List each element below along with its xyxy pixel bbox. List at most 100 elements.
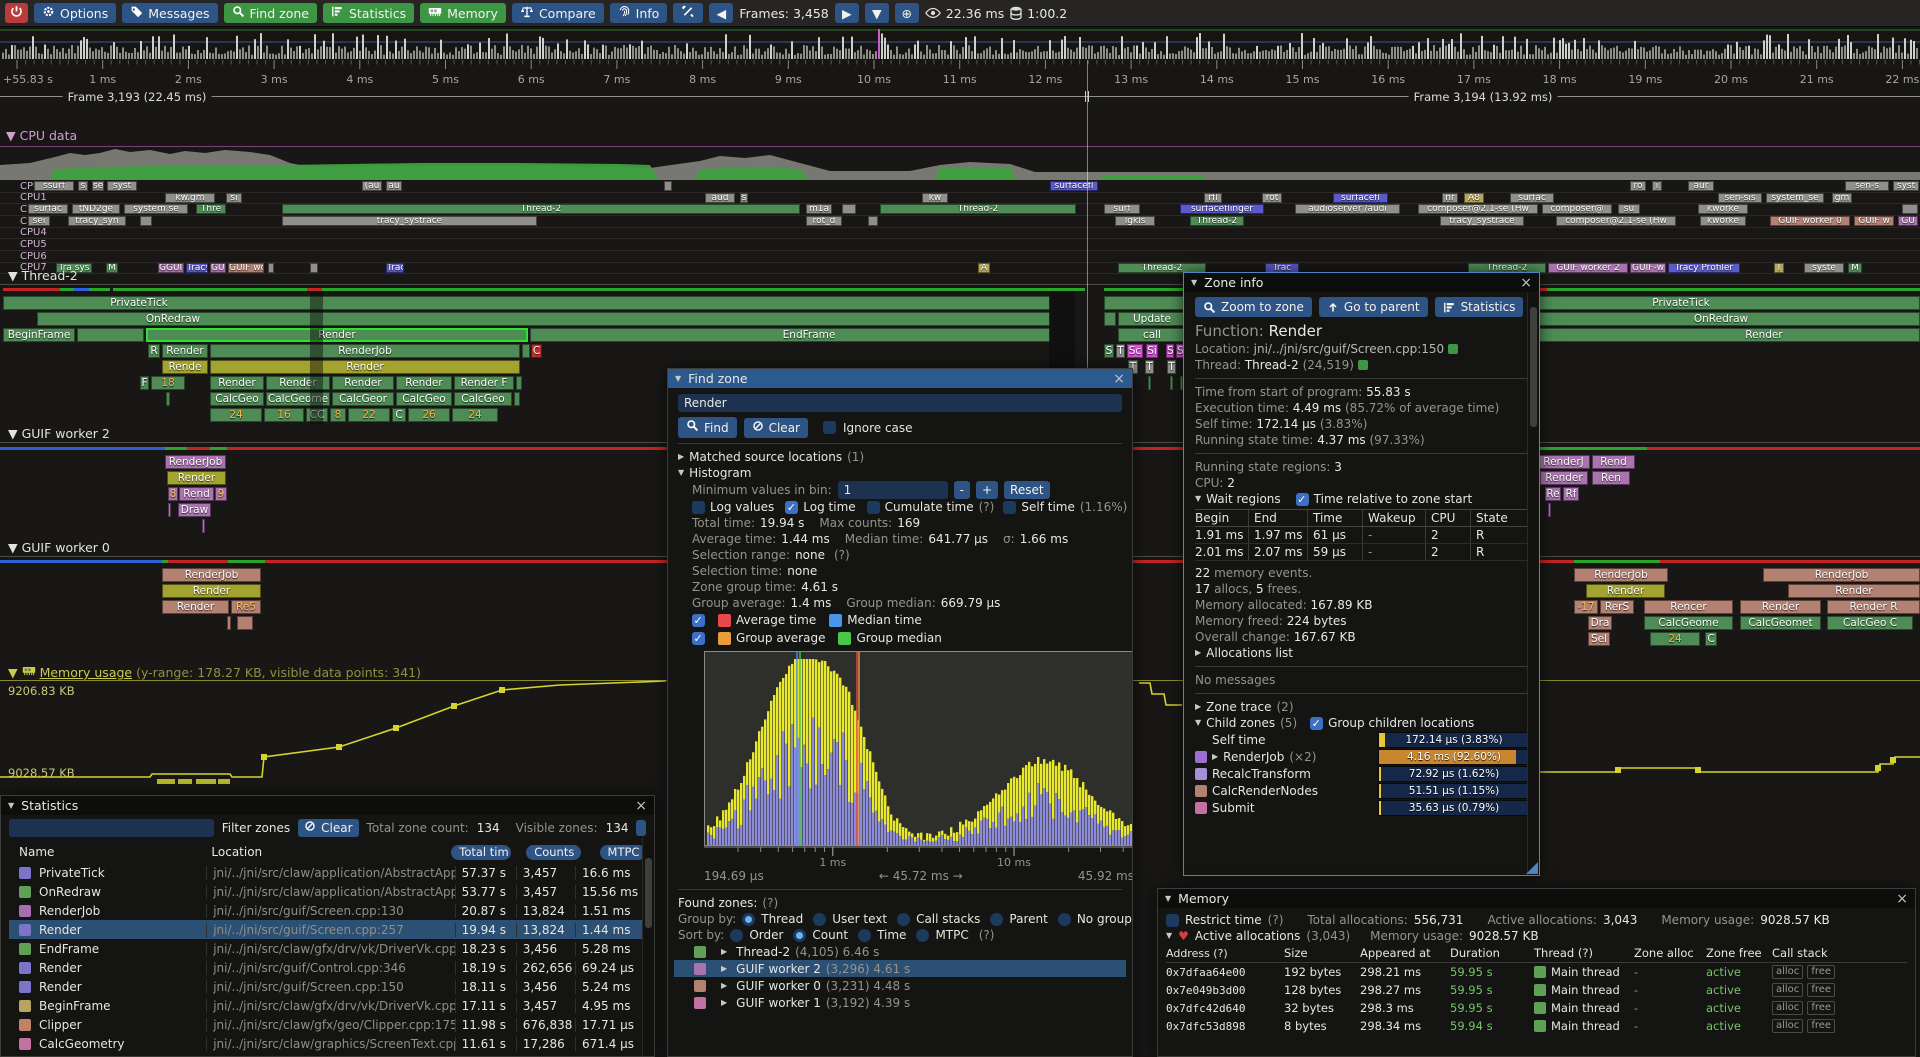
found-zone-group[interactable]: ▶ GUIF worker 0 (3,231) 4.48 s	[678, 977, 1122, 994]
zone[interactable]: 24	[452, 408, 498, 422]
zone[interactable]: 8	[168, 487, 178, 501]
statistics-row[interactable]: RenderJob jni/../jni/src/guif/Screen.cpp:…	[9, 901, 646, 920]
zone[interactable]: tracy_systrace	[282, 216, 537, 227]
zone[interactable]: R	[148, 344, 160, 358]
zone[interactable]: system_se	[1766, 192, 1824, 203]
zone[interactable]	[310, 262, 318, 273]
zone[interactable]: Rf	[1563, 487, 1579, 501]
close-icon[interactable]: ×	[1896, 890, 1908, 907]
zoom-to-zone-button[interactable]: Zoom to zone	[1195, 297, 1312, 317]
find-zone-button[interactable]: Find zone	[223, 3, 317, 23]
zone[interactable]: sen-sis	[1718, 192, 1762, 203]
expand-icon[interactable]: ▶	[1195, 702, 1202, 711]
memory-col-header[interactable]: Call stack	[1772, 946, 1828, 960]
goto-frame-button[interactable]: ⊕	[894, 3, 919, 23]
callstack-free-button[interactable]: free	[1807, 983, 1836, 997]
statistics-row[interactable]: PrivateTick jni/../jni/src/claw/applicati…	[9, 863, 646, 882]
collapse-icon[interactable]: ▼	[675, 374, 682, 383]
zone[interactable]: surf	[1104, 204, 1140, 215]
zone[interactable]: Rend	[179, 487, 214, 501]
prev-frame-button[interactable]: ◀	[709, 3, 734, 23]
clear-button[interactable]: Clear	[743, 417, 808, 438]
zone[interactable]: rfl	[1204, 192, 1222, 203]
callstack-free-button[interactable]: free	[1807, 1019, 1836, 1033]
zone[interactable]: Rend	[1592, 455, 1635, 469]
statistics-row[interactable]: CalcGeometry jni/../jni/src/claw/graphics…	[9, 1034, 646, 1053]
zone[interactable]: OnRedraw	[37, 312, 1050, 326]
frame-separators-row[interactable]: Frame 3,193 (22.45 ms) Frame 3,194 (13.92…	[0, 89, 1920, 104]
zone[interactable]: Render	[396, 376, 452, 390]
zone[interactable]: Render F	[454, 376, 514, 390]
power-button[interactable]	[5, 3, 28, 23]
zone[interactable]	[522, 344, 530, 358]
zone[interactable]: kworke	[1698, 204, 1748, 215]
zone[interactable]: RenderJob	[1574, 568, 1668, 582]
col-counts-sort[interactable]: Counts	[526, 844, 581, 860]
zone[interactable]: Render	[332, 376, 394, 390]
zone[interactable]: 9	[215, 487, 227, 501]
zone[interactable]: nr	[1442, 192, 1458, 203]
zone[interactable]: surfac	[1510, 192, 1554, 203]
zone[interactable]: Re	[1545, 487, 1561, 501]
zone[interactable]: T	[1145, 360, 1154, 374]
collapse-icon[interactable]: ▼	[8, 801, 15, 810]
zone[interactable]: CalcGeor	[332, 392, 394, 406]
memory-col-header[interactable]: Size	[1284, 946, 1308, 960]
memory-col-header[interactable]: Appeared at	[1360, 946, 1431, 960]
zone[interactable]	[516, 376, 522, 390]
zone[interactable]: GUIF w	[1854, 216, 1894, 227]
statistics-button[interactable]: Statistics	[1434, 297, 1524, 317]
zone[interactable]: CalcGeomet	[1740, 616, 1821, 630]
zone[interactable]: CalcGeo	[396, 392, 452, 406]
child-zone-row[interactable]: ▶ RenderJob (×2) 4.16 ms (92.60%)	[1195, 748, 1530, 765]
statistics-button[interactable]: Statistics	[322, 3, 415, 23]
zone[interactable]: su	[1618, 204, 1640, 215]
zone[interactable]: sei	[28, 216, 50, 227]
callstack-free-button[interactable]: free	[1807, 965, 1836, 979]
zone[interactable]: GUIF worker 2	[1548, 262, 1628, 273]
zone[interactable]: C	[392, 408, 406, 422]
zone[interactable]: sen-s	[1845, 181, 1889, 191]
close-icon[interactable]: ×	[1113, 370, 1125, 387]
col-total-time-sort[interactable]: Total tim	[451, 844, 512, 860]
group-by-call-stacks[interactable]	[897, 912, 911, 926]
zone[interactable]: tracy_systrace	[1440, 216, 1524, 227]
zone[interactable]: syst	[107, 181, 137, 191]
zone[interactable]: Render	[210, 360, 520, 374]
zone[interactable]: aud	[705, 192, 735, 203]
zone[interactable]	[842, 204, 856, 215]
zone[interactable]: audioserver /audi	[1295, 204, 1400, 215]
zone[interactable]: kworke	[1700, 216, 1746, 227]
zone[interactable]	[237, 616, 253, 630]
options-button[interactable]: Options	[34, 3, 117, 23]
zone[interactable]: rot_d	[806, 216, 842, 227]
zone[interactable]: S	[1166, 344, 1174, 358]
zone[interactable]: aur	[1688, 181, 1714, 191]
zone[interactable]: Thre	[196, 204, 226, 215]
statistics-row[interactable]: BeginFrame jni/../jni/src/claw/gfx/drv/vk…	[9, 996, 646, 1015]
zone[interactable]: tND2ge	[72, 204, 120, 215]
zone[interactable]	[166, 392, 170, 406]
zone[interactable]: syst	[1893, 181, 1919, 191]
zone[interactable]: Render	[1586, 584, 1665, 598]
memory-col-header[interactable]: Thread (?)	[1534, 946, 1593, 960]
zone[interactable]: 24	[210, 408, 262, 422]
zone[interactable]	[1180, 376, 1183, 390]
expand-icon[interactable]: ▶	[1195, 648, 1202, 657]
expand-icon[interactable]: ▶	[678, 452, 685, 461]
zone[interactable]: 16	[264, 408, 304, 422]
sort-by-mtpc[interactable]	[916, 928, 930, 942]
child-zone-row[interactable]: RecalcTransform 72.92 µs (1.62%)	[1195, 765, 1530, 782]
zone[interactable]	[1104, 312, 1116, 326]
zone[interactable]: Render R	[1827, 600, 1920, 614]
zone[interactable]: CalcGeo C	[1827, 616, 1913, 630]
zone[interactable]: GUIF wor	[228, 262, 264, 273]
child-zone-row[interactable]: CalcRenderNodes 51.51 µs (1.15%)	[1195, 782, 1530, 799]
zone[interactable]: system se	[124, 204, 188, 215]
zone[interactable]: tracy_syn	[68, 216, 126, 227]
zone[interactable]: Tracy	[186, 262, 208, 273]
zone[interactable]: call	[1118, 328, 1186, 342]
thread-header[interactable]: ▼ Thread-2	[8, 268, 78, 283]
zone[interactable]	[140, 216, 152, 227]
zone[interactable]: 26	[408, 408, 450, 422]
